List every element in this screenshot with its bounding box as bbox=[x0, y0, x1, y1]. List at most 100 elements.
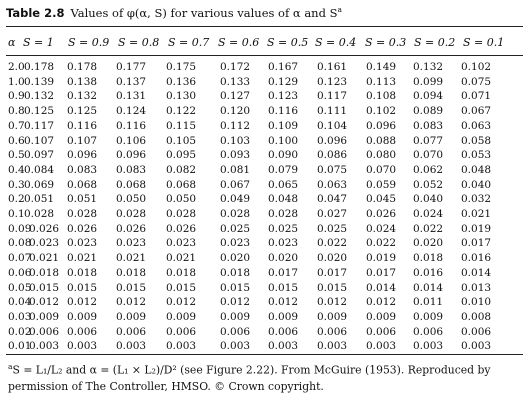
value-cell: 0.015 bbox=[268, 281, 299, 294]
value-cell: 0.040 bbox=[413, 193, 444, 206]
value-cell: 0.175 bbox=[166, 61, 197, 73]
value-cell: 0.090 bbox=[268, 149, 299, 162]
alpha-cell: 0.04 bbox=[8, 296, 32, 309]
value-cell: 0.017 bbox=[268, 266, 299, 279]
value-cell: 0.009 bbox=[67, 310, 98, 323]
table-label: Table 2.8 bbox=[6, 5, 65, 20]
value-cell: 0.012 bbox=[166, 296, 197, 309]
alpha-cell: 0.01 bbox=[8, 340, 32, 353]
value-cell: 0.019 bbox=[461, 222, 492, 235]
value-cell: 0.132 bbox=[24, 90, 55, 103]
value-cell: 0.107 bbox=[24, 134, 55, 147]
value-cell: 0.017 bbox=[317, 266, 348, 279]
value-cell: 0.022 bbox=[317, 237, 348, 250]
value-cell: 0.023 bbox=[29, 237, 60, 250]
value-cell: 0.049 bbox=[220, 193, 251, 206]
value-cell: 0.075 bbox=[317, 163, 348, 176]
value-cell: 0.102 bbox=[366, 105, 397, 118]
value-cell: 0.025 bbox=[220, 222, 251, 235]
value-cell: 0.123 bbox=[268, 90, 299, 103]
value-cell: 0.103 bbox=[220, 134, 251, 147]
value-cell: 0.020 bbox=[317, 252, 348, 265]
value-cell: 0.019 bbox=[366, 252, 397, 265]
value-cell: 0.138 bbox=[67, 75, 98, 88]
value-cell: 0.067 bbox=[220, 178, 251, 191]
value-cell: 0.012 bbox=[220, 296, 251, 309]
value-cell: 0.132 bbox=[413, 61, 444, 73]
value-cell: 0.003 bbox=[220, 340, 251, 353]
value-cell: 0.017 bbox=[366, 266, 397, 279]
header-col-3: S = 0.7 bbox=[168, 36, 210, 49]
value-cell: 0.021 bbox=[461, 208, 492, 220]
value-cell: 0.018 bbox=[413, 252, 444, 265]
alpha-cell: 2.0 bbox=[8, 61, 25, 73]
value-cell: 0.108 bbox=[366, 90, 397, 103]
value-cell: 0.048 bbox=[461, 163, 492, 176]
value-cell: 0.006 bbox=[413, 325, 444, 338]
value-cell: 0.083 bbox=[116, 163, 147, 176]
value-cell: 0.130 bbox=[166, 90, 197, 103]
value-cell: 0.014 bbox=[366, 281, 397, 294]
value-cell: 0.131 bbox=[116, 90, 147, 103]
value-cell: 0.096 bbox=[366, 119, 397, 132]
alpha-cell: 1.0 bbox=[8, 75, 25, 88]
value-cell: 0.081 bbox=[220, 163, 251, 176]
value-cell: 0.025 bbox=[317, 222, 348, 235]
value-cell: 0.012 bbox=[268, 296, 299, 309]
value-cell: 0.053 bbox=[461, 149, 492, 162]
value-cell: 0.006 bbox=[317, 325, 348, 338]
alpha-cell: 0.07 bbox=[8, 252, 32, 265]
value-cell: 0.051 bbox=[67, 193, 98, 206]
value-cell: 0.132 bbox=[67, 90, 98, 103]
header-col-4: S = 0.6 bbox=[218, 36, 260, 49]
value-cell: 0.080 bbox=[366, 149, 397, 162]
value-cell: 0.028 bbox=[268, 208, 299, 220]
value-cell: 0.052 bbox=[413, 178, 444, 191]
alpha-cell: 0.3 bbox=[8, 178, 25, 191]
value-cell: 0.023 bbox=[220, 237, 251, 250]
value-cell: 0.006 bbox=[366, 325, 397, 338]
value-cell: 0.113 bbox=[366, 75, 397, 88]
caption-text: Values of φ(α, S) for various values of … bbox=[70, 5, 338, 20]
value-cell: 0.011 bbox=[413, 296, 444, 309]
value-cell: 0.022 bbox=[413, 222, 444, 235]
value-cell: 0.015 bbox=[116, 281, 147, 294]
value-cell: 0.137 bbox=[116, 75, 147, 88]
value-cell: 0.010 bbox=[461, 296, 492, 309]
value-cell: 0.021 bbox=[116, 252, 147, 265]
value-cell: 0.063 bbox=[461, 119, 492, 132]
value-cell: 0.012 bbox=[317, 296, 348, 309]
footnote-line-2: permission of The Controller, HMSO. © Cr… bbox=[8, 379, 324, 393]
value-cell: 0.009 bbox=[366, 310, 397, 323]
header-col-5: S = 0.5 bbox=[267, 36, 309, 49]
header-alpha: α bbox=[8, 36, 16, 49]
value-cell: 0.177 bbox=[116, 61, 147, 73]
value-cell: 0.071 bbox=[461, 90, 492, 103]
value-cell: 0.003 bbox=[116, 340, 147, 353]
value-cell: 0.024 bbox=[413, 208, 444, 220]
value-cell: 0.122 bbox=[166, 105, 197, 118]
alpha-cell: 0.03 bbox=[8, 310, 32, 323]
value-cell: 0.077 bbox=[413, 134, 444, 147]
value-cell: 0.006 bbox=[29, 325, 60, 338]
header-col-7: S = 0.3 bbox=[365, 36, 407, 49]
alpha-cell: 0.6 bbox=[8, 134, 25, 147]
value-cell: 0.032 bbox=[461, 193, 492, 206]
value-cell: 0.003 bbox=[166, 340, 197, 353]
value-cell: 0.065 bbox=[268, 178, 299, 191]
value-cell: 0.099 bbox=[413, 75, 444, 88]
alpha-cell: 0.9 bbox=[8, 90, 25, 103]
alpha-cell: 0.5 bbox=[8, 149, 25, 162]
value-cell: 0.047 bbox=[317, 193, 348, 206]
value-cell: 0.003 bbox=[29, 340, 60, 353]
value-cell: 0.104 bbox=[317, 119, 348, 132]
value-cell: 0.050 bbox=[116, 193, 147, 206]
value-cell: 0.006 bbox=[166, 325, 197, 338]
value-cell: 0.133 bbox=[220, 75, 251, 88]
value-cell: 0.095 bbox=[166, 149, 197, 162]
value-cell: 0.003 bbox=[317, 340, 348, 353]
value-cell: 0.009 bbox=[220, 310, 251, 323]
value-cell: 0.127 bbox=[220, 90, 251, 103]
value-cell: 0.003 bbox=[268, 340, 299, 353]
value-cell: 0.026 bbox=[366, 208, 397, 220]
